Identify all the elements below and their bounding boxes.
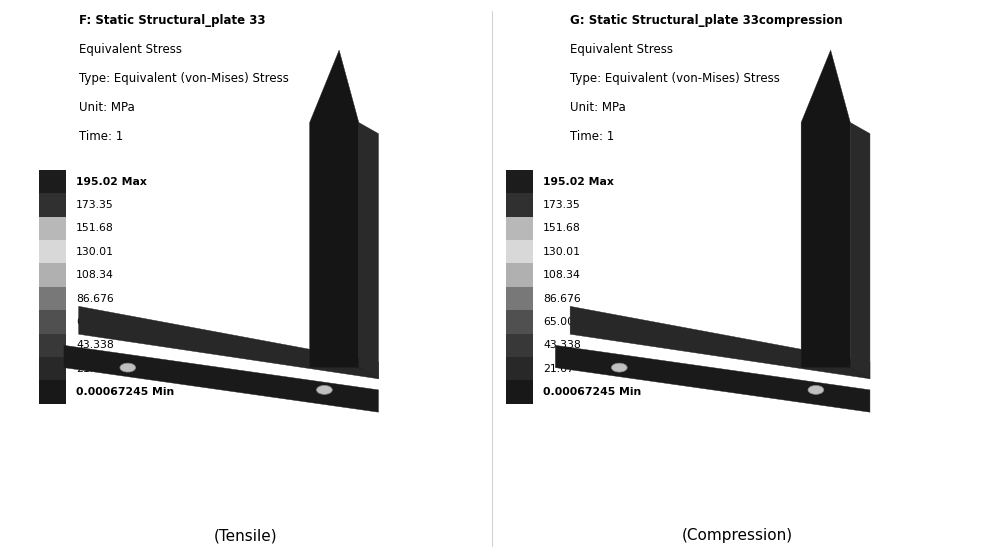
Text: 195.02 Max: 195.02 Max — [543, 177, 614, 187]
Ellipse shape — [120, 363, 136, 372]
Bar — [506, 193, 533, 217]
Text: Equivalent Stress: Equivalent Stress — [79, 43, 182, 56]
Polygon shape — [850, 123, 870, 379]
Text: 173.35: 173.35 — [543, 200, 581, 210]
Text: 108.34: 108.34 — [543, 270, 581, 280]
Text: 130.01: 130.01 — [543, 247, 581, 257]
Text: 21.67: 21.67 — [543, 364, 574, 374]
Bar — [506, 310, 533, 334]
Bar — [506, 334, 533, 357]
Text: 43.338: 43.338 — [543, 340, 581, 350]
Bar — [39, 287, 67, 310]
Bar — [39, 357, 67, 380]
Bar — [39, 217, 67, 240]
Bar — [506, 217, 533, 240]
Text: 108.34: 108.34 — [77, 270, 114, 280]
Polygon shape — [801, 50, 850, 368]
Text: 173.35: 173.35 — [77, 200, 114, 210]
Text: (Tensile): (Tensile) — [214, 528, 277, 543]
Polygon shape — [79, 306, 378, 379]
Ellipse shape — [611, 363, 627, 372]
Text: G: Static Structural_plate 33compression: G: Static Structural_plate 33compression — [570, 14, 842, 27]
Bar — [39, 334, 67, 357]
Text: 0.00067245 Min: 0.00067245 Min — [77, 387, 174, 397]
Text: 65.007: 65.007 — [543, 317, 581, 327]
Text: 43.338: 43.338 — [77, 340, 114, 350]
Text: 65.007: 65.007 — [77, 317, 114, 327]
Text: F: Static Structural_plate 33: F: Static Structural_plate 33 — [79, 14, 265, 27]
Text: Time: 1: Time: 1 — [79, 130, 123, 143]
Text: 0.00067245 Min: 0.00067245 Min — [543, 387, 641, 397]
Polygon shape — [359, 123, 378, 379]
Bar — [506, 170, 533, 193]
Text: Unit: MPa: Unit: MPa — [79, 101, 135, 114]
Text: Time: 1: Time: 1 — [570, 130, 614, 143]
Text: 130.01: 130.01 — [77, 247, 114, 257]
Text: (Compression): (Compression) — [681, 528, 793, 543]
Bar — [506, 263, 533, 287]
Bar — [39, 193, 67, 217]
Polygon shape — [310, 50, 359, 368]
Text: 151.68: 151.68 — [77, 223, 114, 233]
Bar — [506, 380, 533, 404]
Polygon shape — [570, 306, 870, 379]
Text: 86.676: 86.676 — [77, 294, 114, 304]
Text: 21.67: 21.67 — [77, 364, 107, 374]
Text: Unit: MPa: Unit: MPa — [570, 101, 626, 114]
Bar — [39, 170, 67, 193]
Text: 86.676: 86.676 — [543, 294, 581, 304]
Polygon shape — [555, 345, 870, 412]
Text: Equivalent Stress: Equivalent Stress — [570, 43, 673, 56]
Ellipse shape — [317, 385, 332, 394]
Bar — [506, 240, 533, 263]
Bar — [39, 240, 67, 263]
Bar — [506, 357, 533, 380]
Bar — [39, 310, 67, 334]
Bar — [39, 380, 67, 404]
Text: Type: Equivalent (von-Mises) Stress: Type: Equivalent (von-Mises) Stress — [79, 72, 289, 85]
Text: Type: Equivalent (von-Mises) Stress: Type: Equivalent (von-Mises) Stress — [570, 72, 781, 85]
Polygon shape — [64, 345, 378, 412]
Text: 151.68: 151.68 — [543, 223, 581, 233]
Bar — [506, 287, 533, 310]
Text: 195.02 Max: 195.02 Max — [77, 177, 147, 187]
Ellipse shape — [808, 385, 824, 394]
Bar — [39, 263, 67, 287]
